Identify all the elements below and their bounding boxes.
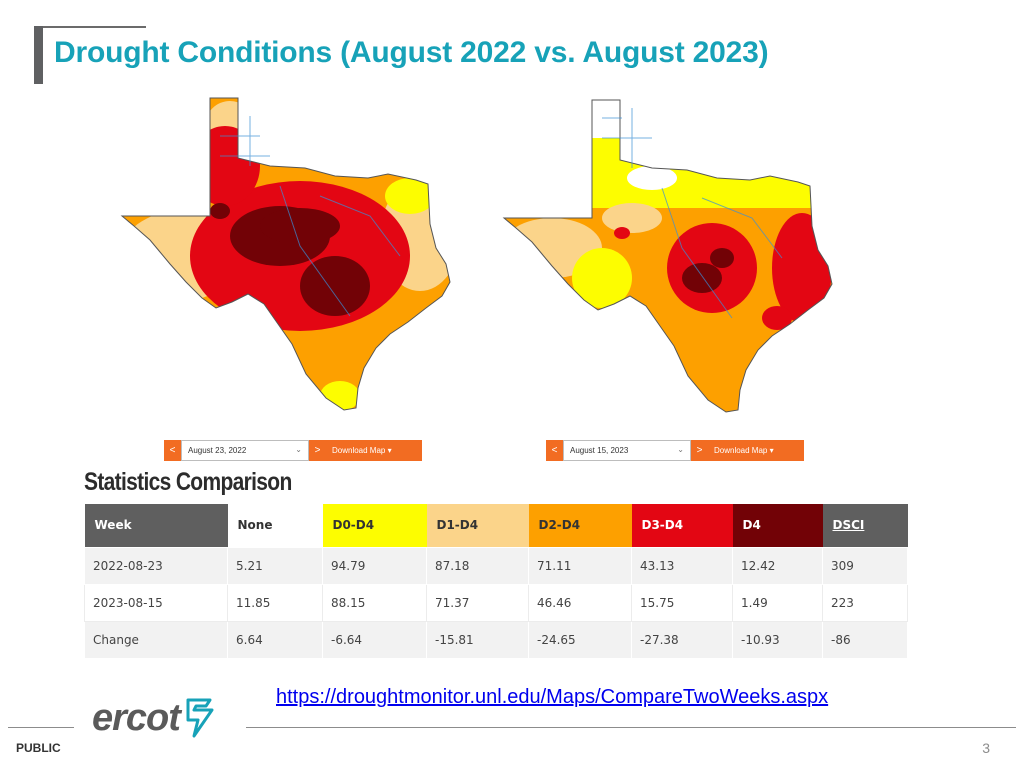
- texas-drought-map-2022: [120, 97, 451, 411]
- table-cell: 71.37: [426, 583, 529, 622]
- classification-label: PUBLIC: [16, 741, 61, 755]
- table-cell: 2023-08-15: [84, 583, 228, 622]
- download-map-button[interactable]: Download Map ▾: [708, 440, 804, 461]
- logo-wordmark: ercot: [92, 696, 181, 739]
- table-cell: -10.93: [732, 620, 823, 659]
- table-cell: -86: [822, 620, 908, 659]
- table-cell: Change: [84, 620, 228, 659]
- download-map-button[interactable]: Download Map ▾: [326, 440, 422, 461]
- statistics-heading: Statistics Comparison: [84, 468, 292, 496]
- statistics-table: Week None D0-D4 D1-D4 D2-D4 D3-D4 D4 DSC…: [84, 504, 908, 659]
- column-header-d3-d4: D3-D4: [631, 504, 733, 547]
- table-cell: -6.64: [322, 620, 427, 659]
- table-cell: 2022-08-23: [84, 546, 228, 585]
- table-cell: 11.85: [227, 583, 323, 622]
- lightning-bolt-icon: [186, 698, 214, 738]
- table-cell: 88.15: [322, 583, 427, 622]
- title-accent-bar: [34, 26, 43, 84]
- table-cell: -15.81: [426, 620, 529, 659]
- column-header-d2-d4: D2-D4: [528, 504, 632, 547]
- next-week-button[interactable]: >: [691, 440, 708, 461]
- slide-title: Drought Conditions (August 2022 vs. Augu…: [54, 36, 769, 69]
- table-cell: 309: [822, 546, 908, 585]
- table-cell: 43.13: [631, 546, 733, 585]
- table-cell: 94.79: [322, 546, 427, 585]
- table-cell: -27.38: [631, 620, 733, 659]
- date-selector-2023: < August 15, 2023 ⌄ > Download Map ▾: [546, 440, 804, 461]
- title-rule: [36, 26, 146, 28]
- table-header-row: Week None D0-D4 D1-D4 D2-D4 D3-D4 D4 DSC…: [84, 504, 908, 547]
- table-cell: 71.11: [528, 546, 632, 585]
- table-row: 2023-08-15 11.85 88.15 71.37 46.46 15.75…: [84, 583, 908, 622]
- table-row: 2022-08-23 5.21 94.79 87.18 71.11 43.13 …: [84, 546, 908, 585]
- table-cell: 87.18: [426, 546, 529, 585]
- table-cell: 12.42: [732, 546, 823, 585]
- column-header-dsci-link[interactable]: DSCI: [822, 504, 908, 547]
- column-header-d4: D4: [732, 504, 823, 547]
- footer-divider-left: [8, 727, 74, 728]
- date-dropdown-value: August 23, 2022: [188, 446, 247, 455]
- table-cell: 5.21: [227, 546, 323, 585]
- table-cell: 6.64: [227, 620, 323, 659]
- date-dropdown-value: August 15, 2023: [570, 446, 629, 455]
- column-header-none: None: [227, 504, 323, 547]
- table-cell: 223: [822, 583, 908, 622]
- prev-week-button[interactable]: <: [546, 440, 563, 461]
- column-header-week: Week: [84, 504, 228, 547]
- table-cell: -24.65: [528, 620, 632, 659]
- chevron-down-icon: ⌄: [295, 445, 302, 454]
- table-cell: 15.75: [631, 583, 733, 622]
- page-number: 3: [982, 740, 990, 756]
- table-row: Change 6.64 -6.64 -15.81 -24.65 -27.38 -…: [84, 620, 908, 659]
- date-dropdown[interactable]: August 23, 2022 ⌄: [181, 440, 309, 461]
- column-header-d0-d4: D0-D4: [322, 504, 427, 547]
- footer-divider-right: [246, 727, 1016, 728]
- date-dropdown[interactable]: August 15, 2023 ⌄: [563, 440, 691, 461]
- prev-week-button[interactable]: <: [164, 440, 181, 461]
- next-week-button[interactable]: >: [309, 440, 326, 461]
- texas-drought-map-2023: [502, 99, 833, 413]
- date-selector-2022: < August 23, 2022 ⌄ > Download Map ▾: [164, 440, 422, 461]
- ercot-logo: ercot: [92, 696, 220, 740]
- column-header-d1-d4: D1-D4: [426, 504, 529, 547]
- table-cell: 1.49: [732, 583, 823, 622]
- table-cell: 46.46: [528, 583, 632, 622]
- source-link[interactable]: https://droughtmonitor.unl.edu/Maps/Comp…: [276, 686, 829, 708]
- chevron-down-icon: ⌄: [677, 445, 684, 454]
